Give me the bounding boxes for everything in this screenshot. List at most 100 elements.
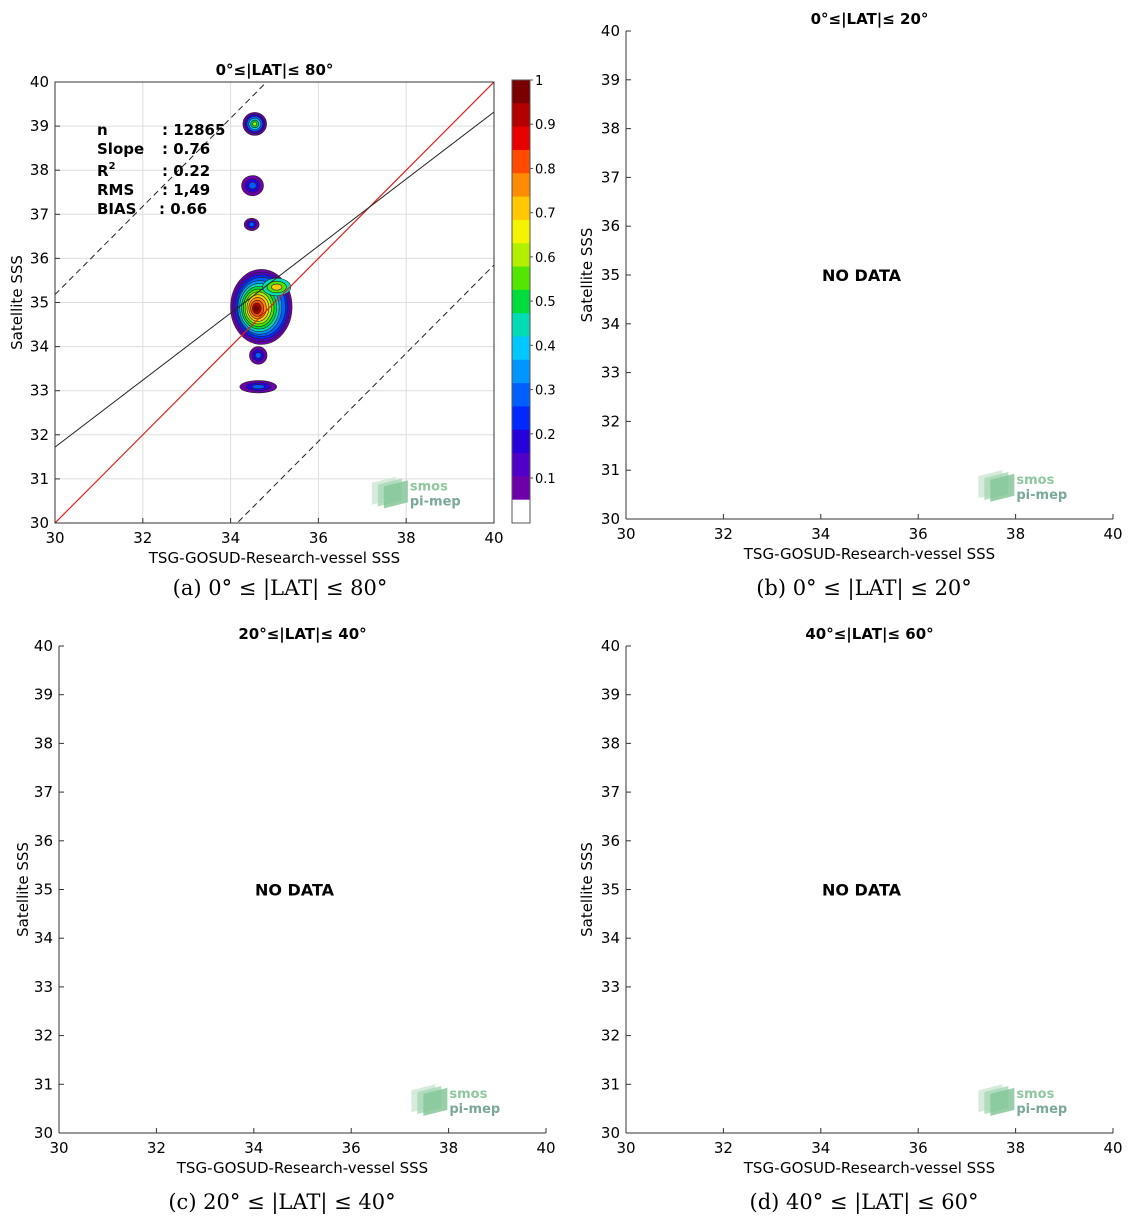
colorbar-tick-label: 0.9 [535, 118, 556, 133]
colorbar-tick-label: 0.2 [535, 428, 556, 443]
y-tick-label: 39 [601, 686, 620, 704]
y-tick-label: 37 [601, 783, 620, 801]
x-tick-label: 36 [909, 525, 928, 543]
y-tick-label: 31 [30, 470, 49, 488]
colorbar-segment [512, 126, 530, 151]
x-tick-label: 32 [133, 529, 152, 547]
colorbar-tick-label: 1 [535, 74, 543, 89]
density-contour [251, 384, 265, 390]
colorbar-tick-label: 0.5 [535, 295, 556, 310]
y-tick-label: 32 [30, 426, 49, 444]
colorbar-tick-label: 0.4 [535, 339, 556, 354]
y-tick-label: 34 [30, 338, 49, 356]
chart-b-svg: 0°≤|LAT|≤ 20° NO DATA 30 32 34 36 38 40 30 31 32 33… [578, 10, 1123, 563]
y-tick-label: 35 [30, 294, 49, 312]
y-tick-label: 37 [34, 783, 53, 801]
x-tick-label: 36 [309, 529, 328, 547]
logo-text-pimep: pi-mep [449, 1102, 500, 1117]
colorbar-segment [512, 196, 530, 221]
y-tick-label: 31 [601, 461, 620, 479]
y-tick-label: 31 [34, 1075, 53, 1093]
density-blob [239, 380, 277, 394]
logo-text-pimep: pi-mep [410, 495, 461, 510]
y-tick-label: 40 [30, 73, 49, 91]
stat-value: : 0.22 [162, 162, 210, 180]
x-tick-label: 40 [484, 529, 503, 547]
y-tick-label: 38 [34, 734, 53, 752]
x-tick-label: 30 [45, 529, 64, 547]
colorbar-segment [512, 103, 530, 128]
colorbar-segment [512, 406, 530, 431]
y-tick-label: 38 [601, 734, 620, 752]
x-tick-label: 30 [616, 1139, 635, 1157]
caption-a: (a) 0° ≤ |LAT| ≤ 80° [172, 576, 388, 600]
y-tick-label: 34 [601, 929, 620, 947]
density-contour [255, 352, 262, 359]
no-data-message: NO DATA [822, 266, 902, 285]
stat-label: R2 [97, 161, 116, 180]
logo-text-smos: smos [1016, 1087, 1054, 1102]
y-tick-label: 35 [601, 881, 620, 899]
colorbar-tick-label: 0.1 [535, 472, 556, 487]
x-tick-label: 30 [616, 525, 635, 543]
x-tick-label: 38 [439, 1139, 458, 1157]
colorbar-tick-label: 0.7 [535, 207, 556, 222]
x-axis-label: TSG-GOSUD-Research-vessel SSS [176, 1159, 428, 1177]
colorbar-segment [512, 266, 530, 291]
density-peak [262, 277, 292, 297]
stat-value: : 1,49 [162, 181, 210, 199]
logo-text-smos: smos [1016, 473, 1054, 488]
y-tick-label: 33 [30, 382, 49, 400]
x-tick-label: 32 [714, 525, 733, 543]
colorbar-tick-label: 0.6 [535, 251, 556, 266]
x-tick-label: 32 [714, 1139, 733, 1157]
no-data-message: NO DATA [255, 881, 335, 900]
density-blob [243, 217, 260, 231]
y-tick-label: 36 [30, 249, 49, 267]
y-tick-label: 39 [601, 71, 620, 89]
x-tick-label: 32 [147, 1139, 166, 1157]
y-tick-label: 30 [34, 1124, 53, 1142]
chart-title: 20°≤|LAT|≤ 40° [238, 625, 366, 644]
x-tick-label: 34 [811, 525, 830, 543]
y-tick-label: 30 [30, 514, 49, 532]
colorbar-segment [512, 499, 530, 524]
y-tick-label: 32 [34, 1027, 53, 1045]
colorbar-segment [512, 429, 530, 454]
logo-shape [383, 480, 408, 509]
x-tick-label: 36 [909, 1139, 928, 1157]
colorbar-segment [512, 453, 530, 477]
x-tick-label: 34 [221, 529, 240, 547]
y-tick-label: 30 [601, 510, 620, 528]
density-contour [248, 222, 255, 227]
colorbar-segment [512, 219, 530, 244]
colorbar-segment [512, 359, 530, 384]
upper-bound-line [55, 82, 268, 295]
chart-title: 40°≤|LAT|≤ 60° [805, 625, 933, 644]
x-tick-label: 38 [1006, 1139, 1025, 1157]
y-tick-label: 40 [34, 637, 53, 655]
density-contour [271, 283, 283, 291]
colorbar-segment [512, 149, 530, 174]
stat-label-superscript: 2 [109, 161, 116, 172]
x-tick-label: 34 [811, 1139, 830, 1157]
y-tick-label: 33 [601, 364, 620, 382]
y-tick-label: 36 [601, 832, 620, 850]
y-tick-label: 30 [601, 1124, 620, 1142]
x-tick-label: 40 [1103, 525, 1122, 543]
density-contour [248, 181, 257, 190]
stat-label: n [97, 121, 108, 139]
x-axis-label: TSG-GOSUD-Research-vessel SSS [148, 549, 400, 567]
caption-c: (c) 20° ≤ |LAT| ≤ 40° [168, 1190, 396, 1214]
colorbar-tick-label: 0.8 [535, 162, 556, 177]
logo-shape [423, 1087, 448, 1116]
y-tick-label: 33 [601, 978, 620, 996]
y-tick-label: 38 [30, 161, 49, 179]
logo-shape [990, 1087, 1015, 1116]
y-axis-label: Satellite SSS [8, 255, 26, 350]
stat-label: Slope [97, 140, 144, 158]
chart-panel-c: 20°≤|LAT|≤ 40° NO DATA 30 32 34 36 38 40 30 31 32 3… [0, 614, 564, 1221]
stat-value: : 12865 [162, 121, 225, 139]
chart-a-svg: 0°≤|LAT|≤ 80° n: 12865 Slope: 0.76 R2: 0.22… [8, 61, 556, 567]
